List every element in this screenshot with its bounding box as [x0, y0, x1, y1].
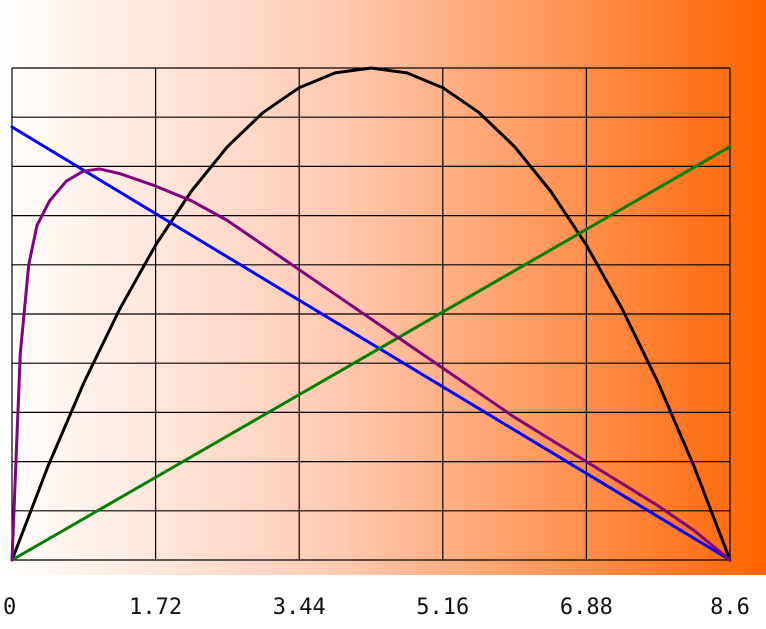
x-axis-ticks: 0 1.72 3.44 5.16 6.88 8.6: [3, 595, 750, 620]
x-tick-label: 8.6: [710, 595, 750, 620]
series-line-2: [10, 125, 732, 562]
series-group: [10, 66, 732, 562]
x-tick-label: 5.16: [416, 595, 469, 620]
series-line-4: [10, 167, 732, 562]
series-line-3: [10, 145, 732, 562]
plot-background: [0, 0, 766, 575]
x-tick-label: 3.44: [273, 595, 326, 620]
series-line-1: [10, 66, 732, 562]
x-tick-label: 0: [3, 595, 16, 620]
x-tick-label: 6.88: [560, 595, 613, 620]
x-tick-label: 1.72: [129, 595, 182, 620]
